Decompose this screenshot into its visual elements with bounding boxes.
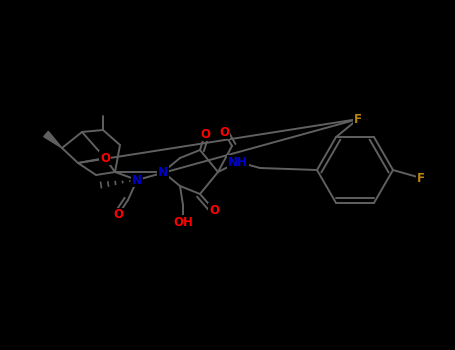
Text: O: O	[113, 209, 123, 222]
Text: O: O	[219, 126, 229, 139]
Text: O: O	[209, 203, 219, 217]
Text: N: N	[158, 166, 168, 178]
Text: F: F	[354, 113, 362, 126]
Text: OH: OH	[173, 216, 193, 229]
Text: O: O	[200, 127, 210, 140]
Polygon shape	[44, 131, 62, 148]
Text: NH: NH	[228, 155, 248, 168]
Text: N: N	[132, 174, 142, 187]
Text: O: O	[100, 152, 110, 164]
Text: F: F	[417, 172, 425, 184]
